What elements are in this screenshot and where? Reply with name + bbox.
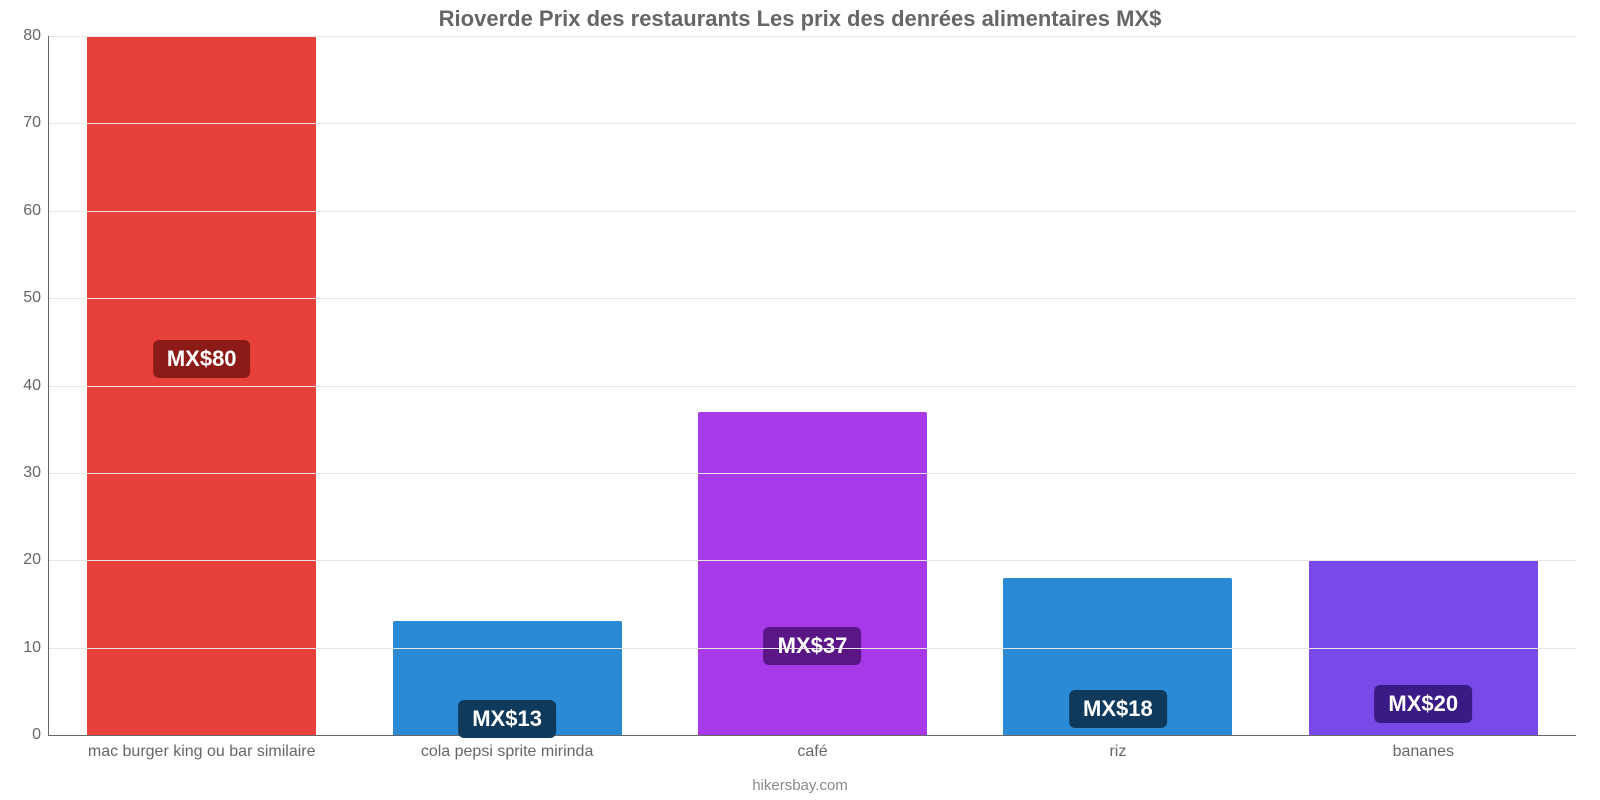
bar: MX$13	[393, 621, 622, 735]
grid-line	[49, 211, 1576, 212]
y-tick-label: 50	[23, 289, 49, 307]
x-tick-label: cola pepsi sprite mirinda	[421, 735, 594, 761]
bar: MX$37	[698, 412, 927, 735]
y-tick-label: 60	[23, 202, 49, 220]
bar-value-label: MX$13	[458, 700, 556, 738]
grid-line	[49, 473, 1576, 474]
y-tick-label: 80	[23, 27, 49, 45]
y-tick-label: 30	[23, 464, 49, 482]
y-tick-label: 20	[23, 551, 49, 569]
grid-line	[49, 560, 1576, 561]
bar-value-label: MX$80	[153, 340, 251, 378]
bar-value-label: MX$18	[1069, 690, 1167, 728]
bar: MX$18	[1003, 578, 1232, 735]
grid-line	[49, 648, 1576, 649]
grid-line	[49, 298, 1576, 299]
bar-value-label: MX$37	[764, 627, 862, 665]
x-tick-label: riz	[1109, 735, 1126, 761]
chart-title: Rioverde Prix des restaurants Les prix d…	[0, 6, 1600, 32]
plot-area: MX$80MX$13MX$37MX$18MX$20 01020304050607…	[48, 36, 1576, 736]
x-tick-label: café	[797, 735, 827, 761]
price-bar-chart: Rioverde Prix des restaurants Les prix d…	[0, 0, 1600, 800]
x-tick-label: mac burger king ou bar similaire	[88, 735, 316, 761]
y-tick-label: 0	[32, 726, 49, 744]
grid-line	[49, 386, 1576, 387]
x-tick-label: bananes	[1393, 735, 1454, 761]
y-tick-label: 70	[23, 114, 49, 132]
y-tick-label: 10	[23, 639, 49, 657]
chart-credit: hikersbay.com	[0, 777, 1600, 794]
grid-line	[49, 123, 1576, 124]
y-tick-label: 40	[23, 377, 49, 395]
grid-line	[49, 36, 1576, 37]
bar-value-label: MX$20	[1374, 685, 1472, 723]
